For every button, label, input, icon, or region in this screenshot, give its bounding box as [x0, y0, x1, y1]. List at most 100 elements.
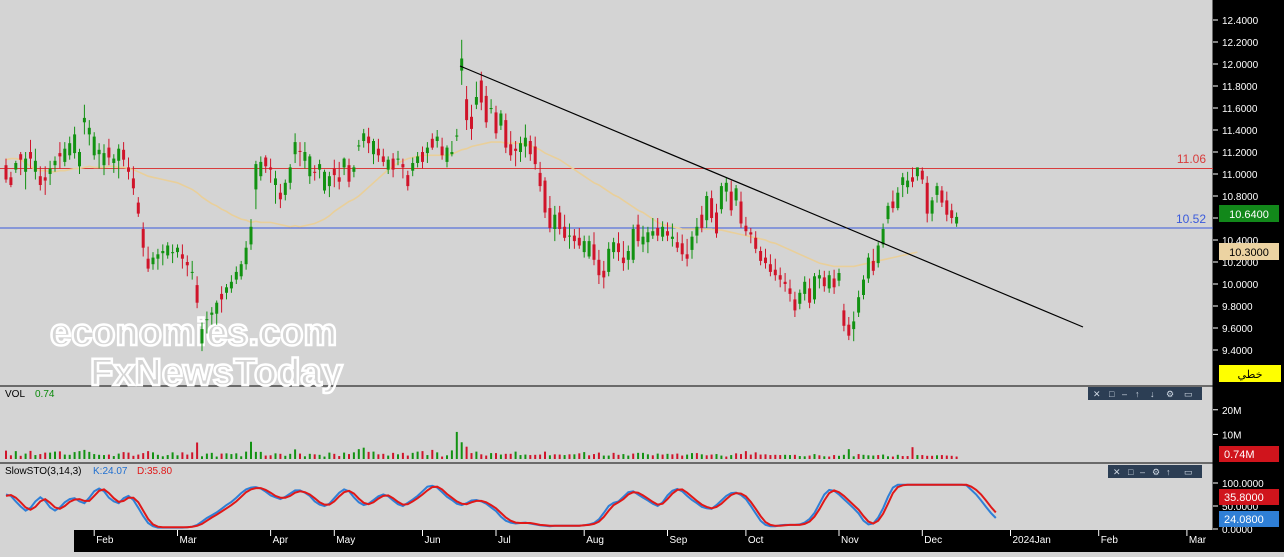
volume-bar	[58, 451, 61, 459]
candle	[327, 171, 331, 198]
candle	[450, 141, 454, 157]
menu-icon[interactable]: ▭	[1184, 467, 1193, 477]
move-up-icon[interactable]: ↑	[1166, 467, 1171, 477]
volume-bar	[372, 451, 375, 459]
candle-body	[465, 99, 469, 121]
volume-bar	[264, 455, 267, 459]
candle	[220, 286, 224, 313]
candle	[749, 227, 753, 244]
candle	[376, 138, 380, 162]
mode-badge-text: خطي	[1238, 369, 1263, 381]
volume-bar	[279, 453, 282, 459]
candle	[607, 242, 611, 277]
window-icon[interactable]: □	[1109, 389, 1115, 399]
volume-bar	[514, 451, 517, 459]
volume-bar	[926, 455, 929, 459]
move-down-icon[interactable]: ↓	[1150, 389, 1155, 399]
candle	[675, 232, 679, 253]
settings-icon[interactable]: ⚙	[1166, 389, 1174, 399]
volume-bar	[161, 456, 164, 459]
candle	[200, 322, 204, 352]
candle	[264, 155, 268, 173]
last-price-badge	[1219, 205, 1279, 222]
candle-body	[563, 226, 567, 238]
volume-bar	[274, 453, 277, 459]
candle-body	[778, 275, 782, 280]
volume-bar	[299, 453, 301, 459]
candle	[318, 159, 322, 179]
candle	[553, 205, 557, 242]
minimize-icon[interactable]: –	[1140, 467, 1145, 477]
volume-bar	[147, 451, 150, 459]
candle-body	[274, 178, 277, 185]
candle	[886, 202, 890, 224]
candle-body	[597, 259, 601, 276]
candle-body	[896, 192, 900, 209]
mode-badge[interactable]	[1219, 365, 1281, 382]
candle-body	[587, 241, 591, 257]
trendline[interactable]	[459, 65, 1084, 328]
candle-body	[48, 168, 52, 174]
candle	[621, 241, 625, 271]
candle-body	[63, 148, 67, 162]
move-up-icon[interactable]: ↑	[1135, 389, 1140, 399]
candle	[225, 284, 228, 300]
candle	[122, 142, 126, 167]
candle	[244, 241, 248, 270]
settings-icon[interactable]: ⚙	[1152, 467, 1160, 477]
candle-body	[225, 287, 228, 293]
minimize-icon[interactable]: –	[1122, 389, 1127, 399]
volume-bar	[426, 455, 429, 459]
candle	[915, 167, 919, 181]
close-icon[interactable]: ✕	[1093, 389, 1101, 399]
candle	[773, 258, 777, 281]
candle-body	[180, 254, 184, 259]
candle-body	[646, 232, 650, 243]
watermark-economies: economies.com	[50, 312, 337, 354]
volume-bar	[671, 454, 674, 459]
volume-bar	[63, 454, 66, 459]
candle-body	[455, 135, 459, 137]
volume-bar	[891, 456, 894, 459]
volume-bar	[916, 455, 919, 459]
candle-body	[911, 177, 914, 182]
candle-body	[53, 160, 57, 166]
candle	[58, 142, 62, 169]
candle-body	[416, 156, 420, 163]
candle-body	[749, 232, 753, 235]
price-tick-label: 10.0000	[1222, 280, 1259, 291]
volume-bar	[328, 452, 331, 459]
candle-body	[724, 182, 728, 192]
candle-body	[808, 288, 812, 303]
candle	[357, 139, 361, 151]
candle-body	[156, 254, 160, 259]
candle	[440, 137, 444, 160]
volume-bar	[735, 453, 738, 459]
price-tick-label: 11.8000	[1222, 82, 1258, 93]
volume-bar	[544, 451, 546, 459]
candle	[9, 171, 13, 188]
candle	[808, 278, 812, 309]
candle	[249, 219, 253, 250]
candle-body	[430, 138, 434, 148]
volume-bar	[818, 455, 821, 459]
candle	[278, 183, 282, 209]
close-icon[interactable]: ✕	[1113, 467, 1121, 477]
volume-bar	[490, 453, 493, 459]
window-icon[interactable]: □	[1128, 467, 1134, 477]
volume-panel-toolbar[interactable]: ✕ □ – ↑ ↓ ⚙ ▭	[1088, 387, 1202, 400]
candle	[29, 139, 32, 169]
candle-body	[107, 147, 111, 158]
menu-icon[interactable]: ▭	[1184, 389, 1193, 399]
stochastic-panel-toolbar[interactable]: ✕ □ – ⚙ ↑ ▭	[1108, 465, 1202, 478]
volume-bar	[416, 451, 419, 459]
candle	[817, 269, 821, 289]
candle	[563, 214, 567, 242]
volume-bar	[196, 442, 199, 459]
candle-body	[602, 270, 606, 278]
candle	[141, 222, 145, 257]
candle	[425, 142, 429, 163]
volume-bar	[744, 451, 747, 459]
candle	[925, 176, 929, 223]
